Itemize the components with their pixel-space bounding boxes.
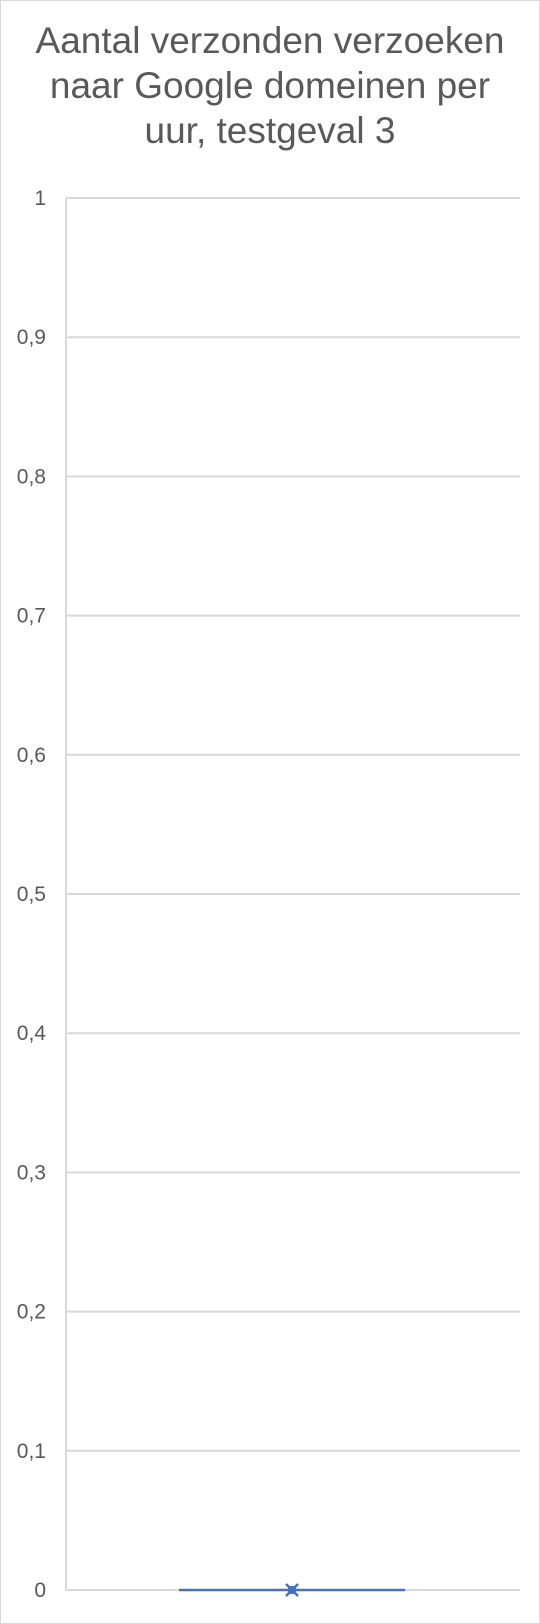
y-tick-labels: 0 0,1 0,2 0,3 0,4 0,5 0,6 0,7 0,8 0,9 1 bbox=[17, 187, 47, 1602]
y-tick-label: 0,3 bbox=[17, 1161, 46, 1184]
y-tick-label: 0,4 bbox=[17, 1022, 47, 1045]
y-tick-label: 0,2 bbox=[17, 1301, 46, 1324]
marker-square bbox=[288, 1586, 296, 1594]
chart-title: Aantal verzonden verzoeken naar Google d… bbox=[0, 18, 540, 153]
y-tick-label: 0 bbox=[34, 1579, 46, 1602]
series-layer bbox=[179, 1583, 405, 1597]
y-tick-label: 0,6 bbox=[17, 744, 46, 767]
gridlines bbox=[66, 197, 520, 1591]
y-tick-label: 0,9 bbox=[17, 326, 46, 349]
y-tick-label: 0,5 bbox=[17, 883, 46, 906]
chart-title-line-1: Aantal verzonden verzoeken bbox=[35, 20, 505, 61]
y-tick-label: 0,7 bbox=[17, 605, 46, 628]
y-tick-label: 0,8 bbox=[17, 465, 46, 488]
chart-title-line-2: naar Google domeinen per bbox=[49, 65, 491, 106]
chart-title-line-3: uur, testgeval 3 bbox=[144, 110, 396, 151]
data-point-marker bbox=[285, 1583, 299, 1597]
y-tick-label: 1 bbox=[34, 187, 46, 210]
y-tick-label: 0,1 bbox=[17, 1440, 46, 1463]
